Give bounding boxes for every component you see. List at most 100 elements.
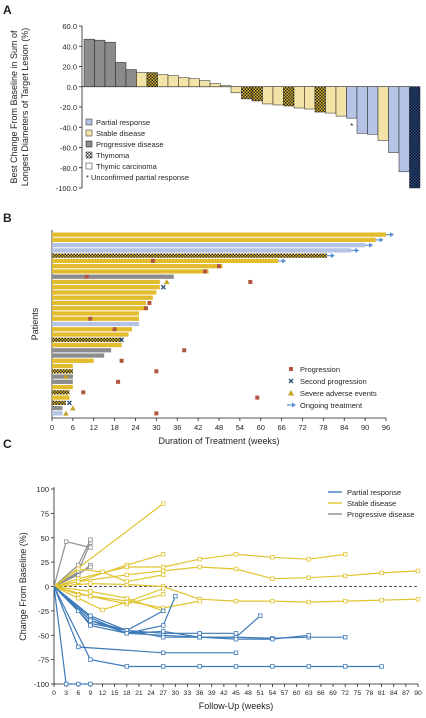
x-tick-label: 54 (269, 690, 277, 697)
treatment-bar (52, 269, 209, 274)
treatment-bar (52, 384, 73, 390)
series-point-pr (124, 664, 129, 669)
treatment-bar (52, 332, 129, 337)
waterfall-bar (283, 86, 295, 107)
series-point-sd (124, 596, 129, 601)
series-point-pr (160, 623, 166, 628)
x-tick-label: 42 (194, 423, 202, 432)
treatment-bar (52, 342, 122, 348)
legend-label-pd: Progressive disease (96, 140, 164, 149)
legend-label-second_progression: Second progression (300, 377, 367, 386)
series-point-pr (88, 613, 93, 618)
legend-label-adverse: Severe adverse events (300, 389, 377, 398)
legend-marker-second-progression (288, 378, 294, 384)
legend-swatch-pd (85, 140, 93, 148)
series-point-sd (76, 596, 81, 601)
series-point-sd (76, 566, 81, 572)
treatment-bar (52, 300, 146, 306)
series-point-sd (233, 598, 239, 604)
treatment-bar (52, 411, 63, 416)
legend-swatch-tc (85, 162, 93, 170)
y-tick-label: -40.0 (60, 123, 77, 132)
x-tick-label: 24 (147, 690, 155, 697)
x-tick-label: 90 (414, 690, 422, 697)
series-point-pd (88, 537, 93, 542)
x-tick-label: 6 (71, 423, 75, 432)
series-point-sd (233, 566, 239, 572)
treatment-bar (52, 290, 157, 295)
waterfall-bar (293, 86, 305, 109)
series-point-sd (197, 598, 202, 604)
treatment-bar (52, 306, 146, 311)
series-point-pr (306, 633, 311, 638)
waterfall-bar (167, 75, 179, 88)
x-tick-label: 18 (123, 690, 131, 697)
x-tick-label: 0 (52, 690, 56, 697)
treatment-bar (52, 274, 174, 279)
series-point-sd (160, 564, 166, 570)
second-progression-marker (160, 284, 166, 290)
series-point-pr (160, 635, 166, 640)
series-point-pd (88, 545, 93, 550)
progression-marker (255, 395, 260, 400)
legend-swatch-pr (85, 118, 93, 126)
waterfall-bar (220, 85, 232, 88)
x-tick-label: 48 (244, 690, 252, 697)
series-point-pr (306, 664, 311, 669)
series-line-pr (53, 586, 261, 638)
second-progression-marker (66, 400, 72, 406)
waterfall-bar (377, 86, 389, 141)
waterfall-bar (346, 86, 358, 119)
series-point-sd (124, 572, 129, 577)
treatment-bar (52, 379, 73, 384)
series-point-pd (63, 539, 69, 544)
series-point-pr (233, 650, 239, 655)
waterfall-bar (157, 74, 169, 87)
x-tick-label: 57 (281, 690, 289, 697)
y-axis-label: Longest Diameters of Target Lesion (%) (20, 28, 30, 186)
treatment-bar (52, 232, 386, 237)
treatment-bar (52, 358, 94, 363)
treatment-bar (52, 237, 376, 243)
series-point-sd (379, 570, 384, 576)
series-point-pr (160, 650, 166, 655)
series-point-pr (197, 664, 202, 669)
waterfall-bar (241, 86, 253, 100)
x-tick-label: 39 (208, 690, 216, 697)
x-tick-label: 60 (293, 690, 301, 697)
waterfall-bar (83, 38, 95, 87)
series-point-pr (88, 657, 93, 662)
treatment-bar (52, 279, 160, 285)
waterfall-bar (251, 86, 263, 102)
x-tick-label: 12 (99, 690, 107, 697)
series-point-sd (160, 592, 166, 597)
legend-marker-adverse (288, 390, 294, 396)
series-point-pr (342, 635, 348, 640)
series-point-pr (342, 664, 348, 669)
series-point-pr (379, 664, 384, 669)
ongoing-arrow-head (379, 237, 384, 243)
waterfall-bar (230, 86, 242, 94)
progression-marker (143, 306, 148, 311)
x-tick-label: 90 (361, 423, 369, 432)
x-tick-label: 15 (111, 690, 119, 697)
y-tick-label: 40.0 (62, 42, 77, 51)
series-point-sd (88, 589, 93, 594)
waterfall-bar (209, 83, 221, 88)
series-point-sd (342, 598, 348, 604)
series-point-pr (233, 664, 239, 669)
progression-marker (203, 269, 208, 274)
waterfall-bar (314, 86, 326, 113)
legend-swatch-thy (85, 151, 93, 159)
series-point-pr (197, 631, 202, 636)
series-point-pr (160, 608, 166, 614)
series-point-pr (233, 636, 239, 642)
series-point-pr (88, 623, 93, 628)
treatment-bar (52, 353, 105, 358)
series-point-sd (306, 557, 311, 562)
x-tick-label: 96 (382, 423, 390, 432)
waterfall-bar (304, 86, 316, 110)
ongoing-arrow-head (390, 232, 394, 238)
waterfall-bar (388, 86, 400, 153)
panel-letter-b: B (3, 211, 12, 225)
